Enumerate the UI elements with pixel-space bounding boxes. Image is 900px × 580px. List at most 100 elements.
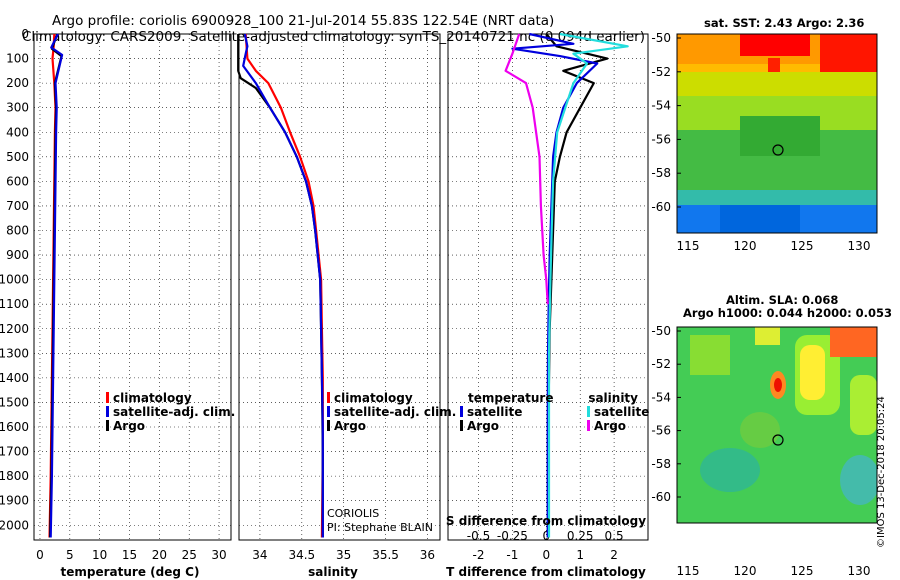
legend-label-t-satellite: satellite — [467, 405, 522, 419]
map-lon-label: 125 — [791, 239, 814, 253]
temperature-panel-frame — [33, 33, 232, 541]
legend-swatch-satellite — [106, 406, 109, 417]
map-lon-label: 125 — [791, 564, 814, 578]
chart-title-line1: Argo profile: coriolis 6900928_100 21-Ju… — [52, 13, 555, 29]
map-lat-label: -52 — [651, 357, 671, 371]
map-lon-label: 120 — [734, 564, 757, 578]
x-tick-label: 20 — [152, 548, 167, 562]
sst-map-frame — [676, 33, 878, 234]
depth-tick-label: 100 — [6, 52, 29, 66]
series-line-satellite-adj-clim- — [242, 33, 324, 538]
x-tick-label: -2 — [473, 548, 485, 562]
sst-map — [677, 34, 877, 233]
sla-map-frame — [676, 326, 878, 524]
x-tick-label: 15 — [122, 548, 137, 562]
depth-tick-label: 400 — [6, 125, 29, 139]
depth-tick-label: 500 — [6, 150, 29, 164]
map-lat-label: -54 — [651, 390, 671, 404]
series-line-sat-s — [547, 32, 629, 538]
depth-tick-label: 200 — [6, 76, 29, 90]
temperature-xlabel: temperature (deg C) — [61, 565, 200, 579]
x-tick-label: 34.5 — [288, 548, 315, 562]
series-layer — [48, 32, 629, 538]
x-tick-label: 2 — [610, 548, 618, 562]
depth-tick-label: 1800 — [0, 469, 29, 483]
legend-label-t-argo: Argo — [467, 419, 499, 433]
series-line-argo-t — [545, 33, 609, 538]
map-lat-label: -54 — [651, 99, 671, 113]
legend-swatch-argo — [327, 420, 330, 431]
x-tick-label: 5 — [66, 548, 74, 562]
legend-title-salinity: salinity — [588, 391, 638, 405]
map-lat-label: -58 — [651, 457, 671, 471]
depth-tick-label: 600 — [6, 174, 29, 188]
depth-tick-label: 1500 — [0, 395, 29, 409]
x-tick-label: 0 — [542, 548, 550, 562]
x-tick-label: 35 — [336, 548, 351, 562]
depth-tick-label: 1300 — [0, 346, 29, 360]
depth-tick-label: 1600 — [0, 420, 29, 434]
x-tick-label: -1 — [506, 548, 518, 562]
map-lon-label: 115 — [677, 239, 700, 253]
map-lat-label: -50 — [651, 31, 671, 45]
s-tick-label: -0.5 — [467, 529, 490, 543]
difference-xlabel: T difference from climatology — [446, 565, 646, 579]
depth-tick-label: 1000 — [0, 273, 29, 287]
legend-title-temperature: temperature — [468, 391, 553, 405]
depth-tick-label: 300 — [6, 101, 29, 115]
s-tick-label: 0 — [542, 529, 550, 543]
pi-annotation: PI: Stephane BLAIN — [327, 521, 433, 534]
sla-map-subtitle: Argo h1000: 0.044 h2000: 0.053 — [683, 306, 893, 320]
depth-tick-label: 1100 — [0, 297, 29, 311]
map-lon-label: 130 — [848, 239, 871, 253]
depth-tick-label: 900 — [6, 248, 29, 262]
x-tick-label: 10 — [92, 548, 107, 562]
map-lat-label: -60 — [651, 490, 671, 504]
legend-swatch-satellite — [327, 406, 330, 417]
map-lat-label: -60 — [651, 200, 671, 214]
x-tick-label: 0 — [36, 548, 44, 562]
argo-position-marker — [772, 144, 784, 156]
legend-label-argo: Argo — [334, 419, 366, 433]
sla-map-title: Altim. SLA: 0.068 — [726, 293, 839, 307]
map-tick-labels: -50 -52 -54 -56 -58 -60 115 120 125 130 -50 -52 -54 -… — [651, 31, 870, 578]
argo-position-marker — [772, 434, 784, 446]
legend-label-satellite: satellite-adj. clim. — [334, 405, 456, 419]
map-lat-label: -58 — [651, 166, 671, 180]
legend-label-climatology: climatology — [334, 391, 413, 405]
copyright-text: ©IMOS 13-Dec-2018 20:05:24 — [876, 396, 887, 548]
sst-map-title: sat. SST: 2.43 Argo: 2.36 — [704, 16, 865, 30]
legend-label-argo: Argo — [113, 419, 145, 433]
x-tick-label: 30 — [211, 548, 226, 562]
depth-tick-label: 700 — [6, 199, 29, 213]
depth-tick-label: 0 — [21, 27, 29, 41]
legend-label-s-satellite: satellite — [594, 405, 649, 419]
s-difference-label: S difference from climatology — [446, 514, 646, 528]
temperature-legend: climatology satellite-adj. clim. Argo — [106, 391, 235, 433]
depth-tick-label: 1200 — [0, 322, 29, 336]
map-lon-label: 130 — [848, 564, 871, 578]
legend-swatch-climatology — [327, 392, 330, 403]
legend-swatch-argo — [106, 420, 109, 431]
map-lat-label: -52 — [651, 65, 671, 79]
s-tick-label: 0.5 — [605, 529, 624, 543]
series-line-climatology — [244, 33, 324, 538]
x-tick-label: 35.5 — [372, 548, 399, 562]
legend-swatch-climatology — [106, 392, 109, 403]
depth-tick-label: 1400 — [0, 371, 29, 385]
x-tick-label: 34 — [252, 548, 267, 562]
map-lat-label: -56 — [651, 424, 671, 438]
salinity-panel-frame — [238, 33, 441, 541]
s-tick-label: 0.25 — [567, 529, 594, 543]
series-line-satellite-adj-clim- — [49, 33, 64, 538]
depth-tick-label: 2000 — [0, 518, 29, 532]
map-lat-label: -50 — [651, 324, 671, 338]
x-tick-label: 25 — [182, 548, 197, 562]
salinity-xlabel: salinity — [308, 565, 358, 579]
x-tick-label: 1 — [576, 548, 584, 562]
chart-title-line2: Climatology: CARS2009. Satellite-adjuste… — [22, 29, 645, 45]
salinity-legend: climatology satellite-adj. clim. Argo — [327, 391, 456, 433]
depth-tick-label: 800 — [6, 224, 29, 238]
map-lon-label: 115 — [677, 564, 700, 578]
